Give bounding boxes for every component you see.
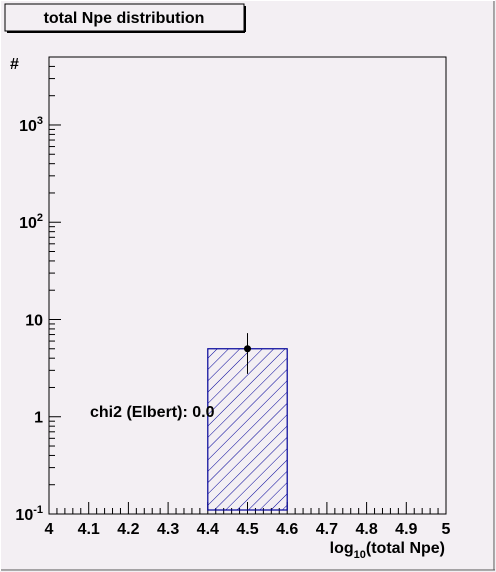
data-point [244, 345, 251, 353]
y-tick-label: 10-1 [15, 504, 43, 524]
y-tick-exp: -1 [33, 504, 43, 516]
x-tick-label: 4.2 [117, 521, 139, 538]
y-tick-label: 103 [19, 115, 43, 135]
y-tick-label: 1 [34, 410, 43, 427]
x-tick-label: 4.7 [316, 521, 338, 538]
x-title-rest: (total Npe) [366, 540, 445, 557]
y-tick-label: 10 [25, 312, 43, 329]
x-axis-title: log10(total Npe) [330, 540, 445, 561]
x-tick-label: 4.5 [236, 521, 258, 538]
x-tick-label: 5 [442, 521, 451, 538]
x-tick-label: 4.3 [157, 521, 179, 538]
annotation: chi2 (Elbert): 0.0 [90, 404, 215, 421]
title-box [4, 3, 245, 32]
bar [207, 348, 288, 511]
x-tick-label: 4 [45, 521, 54, 538]
y-tick-exp: 2 [37, 212, 43, 224]
y-tick-base: 10 [19, 118, 37, 135]
y-tick-label: 102 [19, 212, 43, 232]
x-title-base: log [330, 540, 354, 557]
y-tick-base: 10 [19, 215, 37, 232]
x-tick-label: 4.1 [78, 521, 100, 538]
chart-title: total Npe distribution [44, 10, 205, 27]
y-axis-title: # [10, 56, 19, 73]
y-tick-exp: 3 [37, 115, 43, 127]
x-tick-label: 4.9 [395, 521, 417, 538]
y-tick-base: 10 [15, 507, 33, 524]
x-tick-label: 4.8 [355, 521, 377, 538]
x-tick-label: 4.4 [197, 521, 219, 538]
x-title-sub: 10 [354, 549, 366, 561]
x-tick-label: 4.6 [276, 521, 298, 538]
